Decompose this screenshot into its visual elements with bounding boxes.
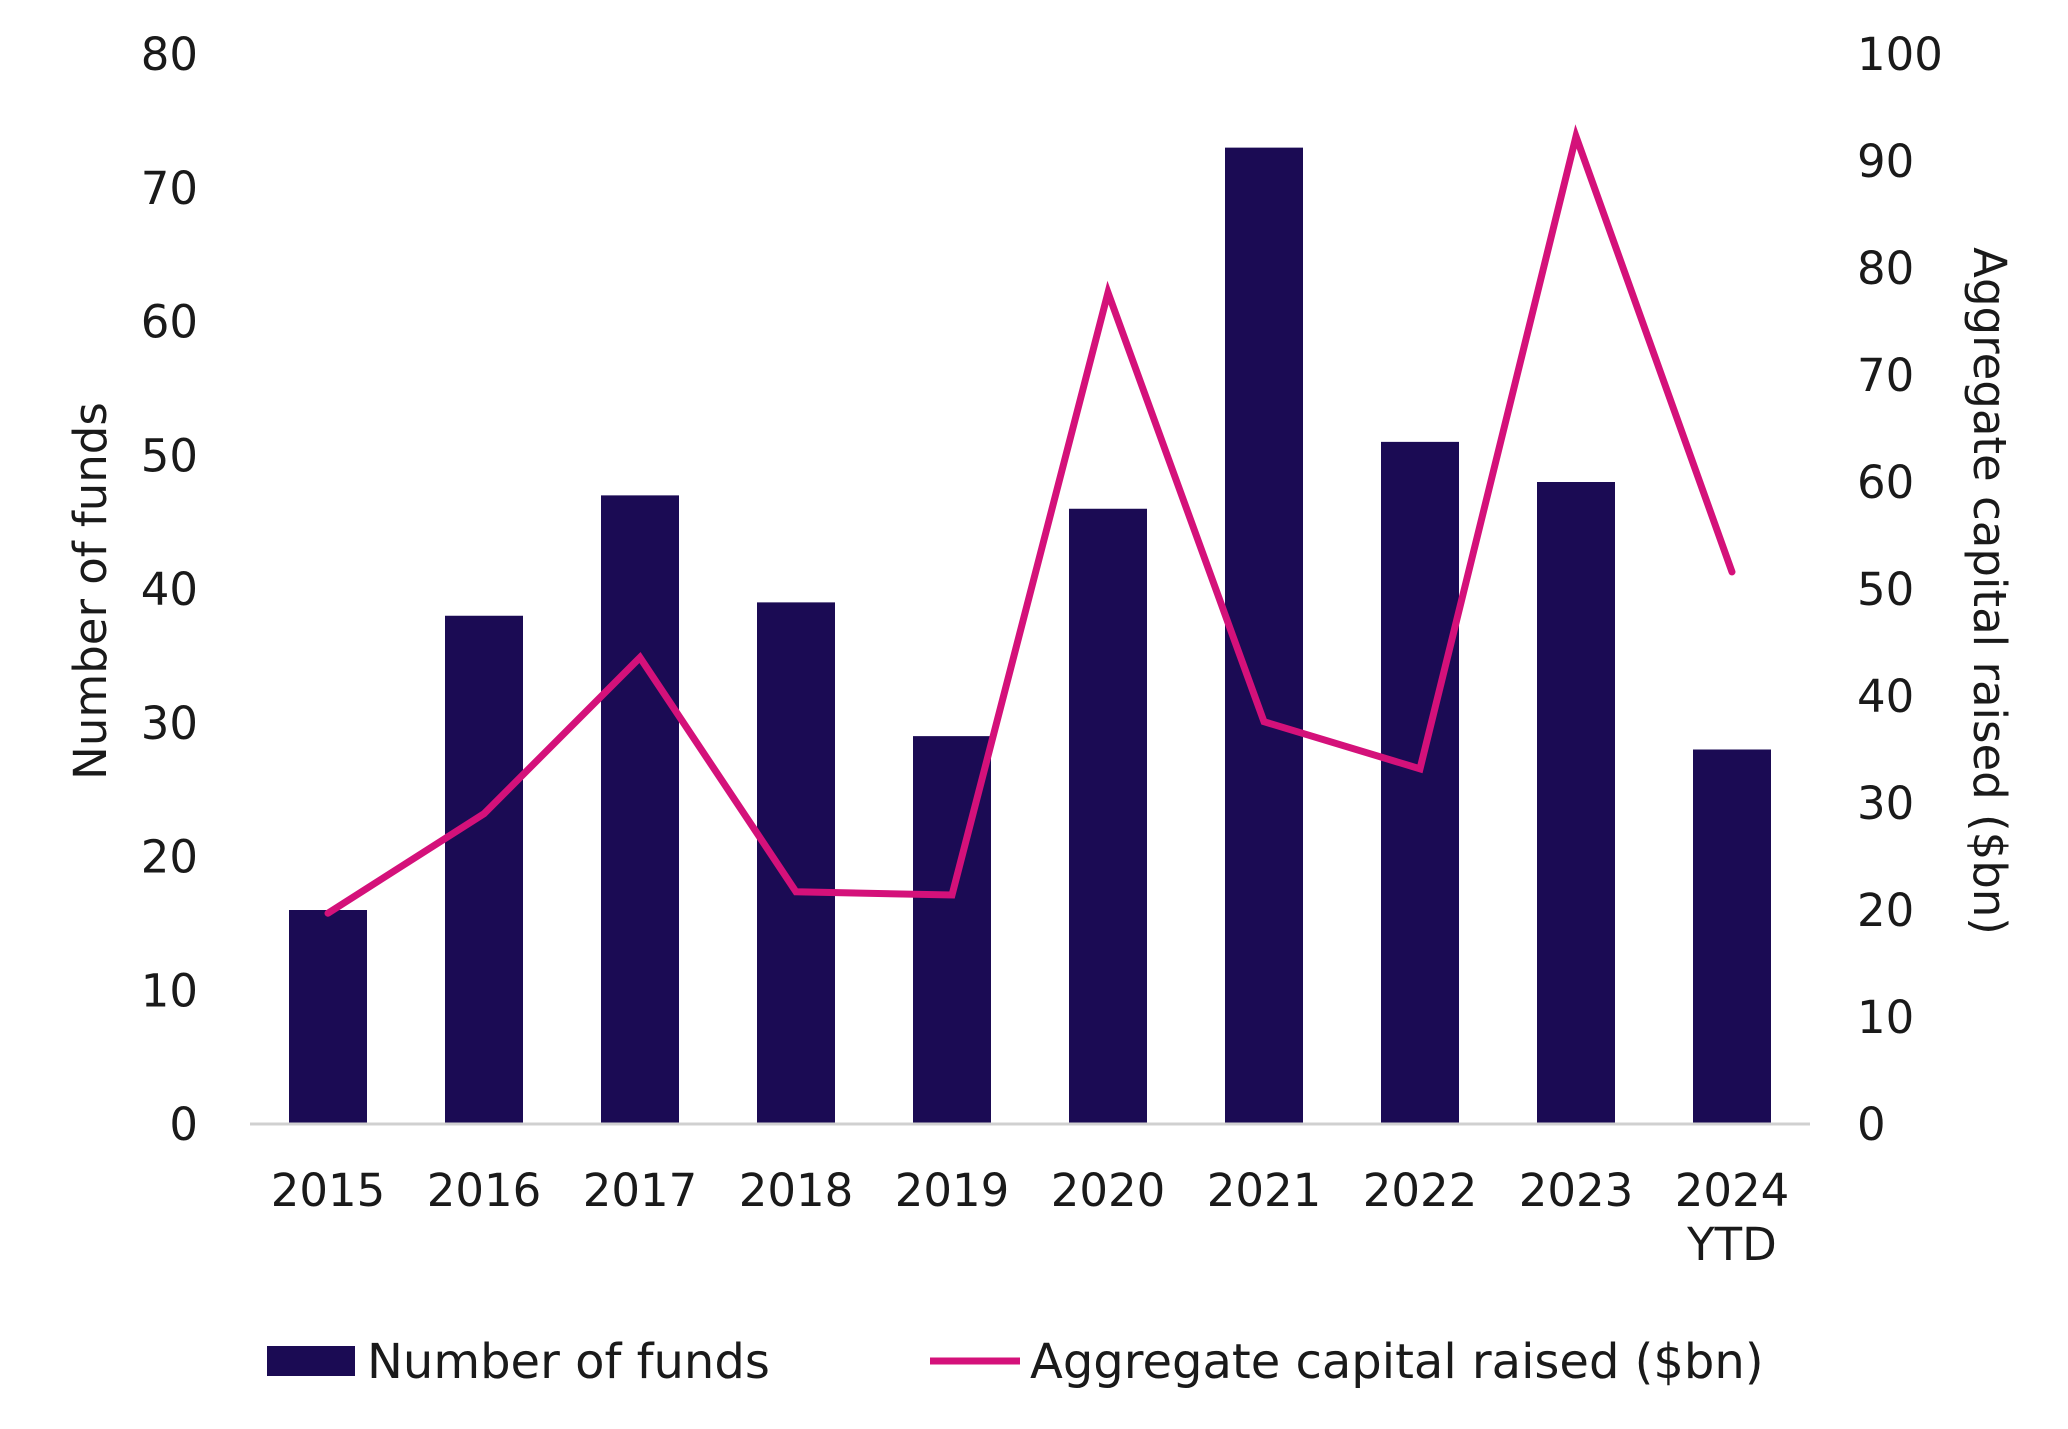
right-tick-label: 80: [1857, 242, 1914, 295]
legend-label-bars: Number of funds: [367, 1334, 770, 1390]
left-axis-title: Number of funds: [64, 402, 117, 780]
left-tick-label: 50: [141, 429, 198, 482]
x-tick-label: 2020: [1051, 1164, 1166, 1217]
x-tick-label: 2019: [895, 1164, 1010, 1217]
x-tick-label: 2017: [583, 1164, 698, 1217]
bar-2020: [1069, 509, 1147, 1124]
right-tick-label: 0: [1857, 1098, 1886, 1151]
bar-2024-ytd: [1693, 750, 1771, 1125]
x-tick-label: 2016: [427, 1164, 542, 1217]
x-tick-label: 2021: [1207, 1164, 1322, 1217]
line-layer: [328, 136, 1732, 913]
right-tick-label: 60: [1857, 456, 1914, 509]
left-tick-label: 0: [169, 1098, 198, 1151]
right-tick-label: 50: [1857, 563, 1914, 616]
capital-raised-line: [328, 136, 1732, 913]
x-tick-label: 2015: [271, 1164, 386, 1217]
bar-2018: [757, 602, 835, 1124]
right-tick-label: 10: [1857, 991, 1914, 1044]
left-tick-label: 20: [141, 831, 198, 884]
x-tick-label: 2023: [1519, 1164, 1634, 1217]
right-tick-label: 40: [1857, 670, 1914, 723]
legend-swatch-bar: [267, 1346, 355, 1376]
right-tick-label: 90: [1857, 135, 1914, 188]
legend-label-line: Aggregate capital raised ($bn): [1030, 1334, 1764, 1390]
legend: Number of funds Aggregate capital raised…: [267, 1334, 1764, 1390]
bar-2023: [1537, 482, 1615, 1124]
bar-2017: [601, 495, 679, 1124]
left-tick-label: 60: [141, 296, 198, 349]
bar-2022: [1381, 442, 1459, 1124]
left-axis-ticks: 0 10 20 30 40 50 60 70 80: [141, 28, 198, 1151]
left-tick-label: 30: [141, 697, 198, 750]
left-tick-label: 40: [141, 563, 198, 616]
x-tick-label: 2022: [1363, 1164, 1478, 1217]
bar-2015: [289, 910, 367, 1124]
bars-layer: [289, 148, 1771, 1124]
right-tick-label: 70: [1857, 349, 1914, 402]
left-tick-label: 70: [141, 162, 198, 215]
bar-2016: [445, 616, 523, 1124]
left-tick-label: 80: [141, 28, 198, 81]
right-axis-title: Aggregate capital raised ($bn): [1963, 247, 2016, 935]
left-tick-label: 10: [141, 964, 198, 1017]
bar-2021: [1225, 148, 1303, 1124]
right-tick-label: 100: [1857, 28, 1943, 81]
x-tick-label: 2018: [739, 1164, 854, 1217]
x-axis-ticks: 2015 2016 2017 2018 2019 2020 2021 2022 2023 2024…: [271, 1164, 1790, 1271]
right-tick-label: 20: [1857, 884, 1914, 937]
right-axis-ticks: 0 10 20 30 40 50 60 70 80 90 100: [1857, 28, 1943, 1151]
right-tick-label: 30: [1857, 777, 1914, 830]
